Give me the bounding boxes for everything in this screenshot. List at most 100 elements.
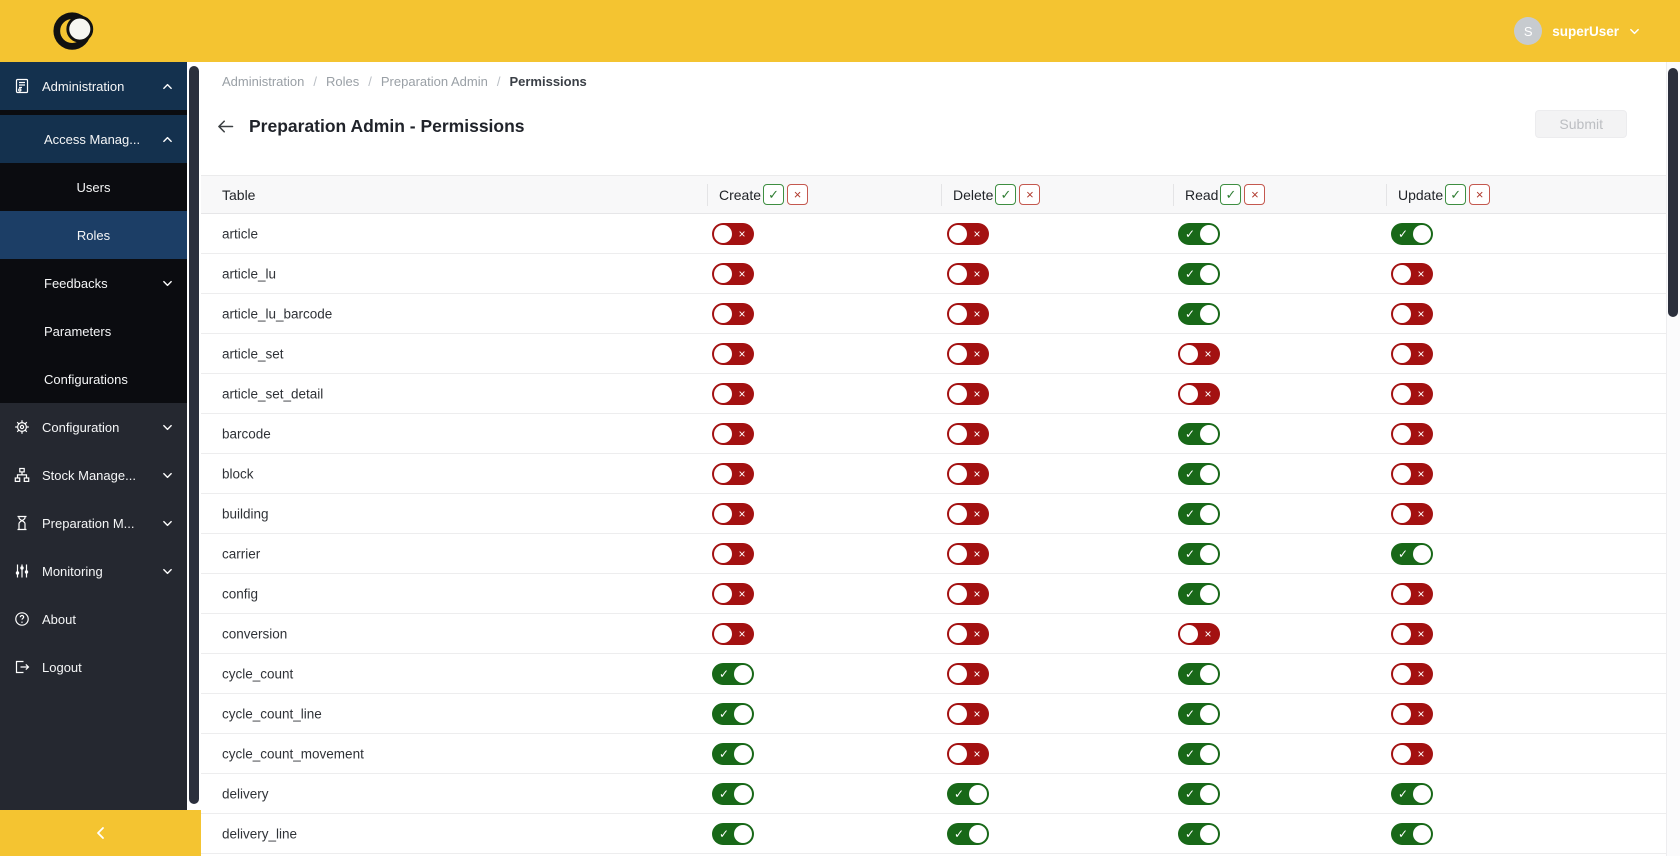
check-all-delete-button[interactable]: ✓ (995, 184, 1017, 205)
toggle-create-article_set[interactable]: × (712, 342, 754, 365)
submit-button[interactable]: Submit (1535, 110, 1627, 138)
toggle-delete-config[interactable]: × (947, 582, 989, 605)
toggle-read-article[interactable]: ✓ (1178, 222, 1220, 245)
sidebar-item-users[interactable]: Users (0, 163, 187, 211)
user-menu[interactable]: S superUser (1514, 17, 1640, 45)
check-all-read-button[interactable]: ✓ (1220, 184, 1242, 205)
toggle-delete-building[interactable]: × (947, 502, 989, 525)
sidebar-item-about[interactable]: About (0, 595, 187, 643)
toggle-delete-article_set_detail[interactable]: × (947, 382, 989, 405)
toggle-read-article_lu_barcode[interactable]: ✓ (1178, 302, 1220, 325)
toggle-update-article_set[interactable]: × (1391, 342, 1433, 365)
check-all-create-button[interactable]: ✓ (763, 184, 785, 205)
toggle-delete-cycle_count[interactable]: × (947, 662, 989, 685)
toggle-update-block[interactable]: × (1391, 462, 1433, 485)
toggle-read-block[interactable]: ✓ (1178, 462, 1220, 485)
sidebar-item-configuration[interactable]: Configuration (0, 403, 187, 451)
toggle-update-cycle_count_line[interactable]: × (1391, 702, 1433, 725)
breadcrumb-administration[interactable]: Administration (222, 74, 305, 89)
sidebar-item-administration[interactable]: Administration (0, 62, 187, 110)
toggle-read-carrier[interactable]: ✓ (1178, 542, 1220, 565)
sidebar-item-parameters[interactable]: Parameters (0, 307, 187, 355)
toggle-knob (1393, 624, 1411, 643)
toggle-update-article_lu[interactable]: × (1391, 262, 1433, 285)
toggle-read-cycle_count[interactable]: ✓ (1178, 662, 1220, 685)
toggle-read-article_set_detail[interactable]: × (1178, 382, 1220, 405)
sidebar-item-roles[interactable]: Roles (0, 211, 187, 259)
toggle-delete-article_lu_barcode[interactable]: × (947, 302, 989, 325)
toggle-create-cycle_count_line[interactable]: ✓ (712, 702, 754, 725)
breadcrumb-roles[interactable]: Roles (326, 74, 360, 89)
toggle-delete-carrier[interactable]: × (947, 542, 989, 565)
uncheck-all-update-button[interactable]: × (1469, 184, 1491, 205)
back-button[interactable] (215, 116, 236, 137)
chevron-down-icon (162, 278, 173, 289)
toggle-create-article_set_detail[interactable]: × (712, 382, 754, 405)
sidebar-scrollbar-thumb[interactable] (189, 66, 199, 804)
toggle-read-config[interactable]: ✓ (1178, 582, 1220, 605)
toggle-update-barcode[interactable]: × (1391, 422, 1433, 445)
toggle-read-delivery_line[interactable]: ✓ (1178, 822, 1220, 845)
toggle-delete-article_set[interactable]: × (947, 342, 989, 365)
toggle-update-cycle_count[interactable]: × (1391, 662, 1433, 685)
toggle-delete-conversion[interactable]: × (947, 622, 989, 645)
toggle-read-cycle_count_line[interactable]: ✓ (1178, 702, 1220, 725)
toggle-create-building[interactable]: × (712, 502, 754, 525)
toggle-update-delivery[interactable]: ✓ (1391, 782, 1433, 805)
page-scrollbar-thumb[interactable] (1668, 68, 1678, 317)
toggle-delete-article_lu[interactable]: × (947, 262, 989, 285)
uncheck-all-create-button[interactable]: × (787, 184, 809, 205)
toggle-delete-article[interactable]: × (947, 222, 989, 245)
toggle-update-carrier[interactable]: ✓ (1391, 542, 1433, 565)
toggle-read-cycle_count_movement[interactable]: ✓ (1178, 742, 1220, 765)
toggle-create-article[interactable]: × (712, 222, 754, 245)
toggle-update-article[interactable]: ✓ (1391, 222, 1433, 245)
toggle-create-delivery[interactable]: ✓ (712, 782, 754, 805)
sidebar-item-preparation-management[interactable]: Preparation M... (0, 499, 187, 547)
toggle-update-config[interactable]: × (1391, 582, 1433, 605)
breadcrumb-preparation-admin[interactable]: Preparation Admin (380, 74, 488, 89)
toggle-update-building[interactable]: × (1391, 502, 1433, 525)
toggle-create-carrier[interactable]: × (712, 542, 754, 565)
sidebar-item-logout[interactable]: Logout (0, 643, 187, 691)
toggle-create-article_lu[interactable]: × (712, 262, 754, 285)
toggle-read-article_set[interactable]: × (1178, 342, 1220, 365)
toggle-read-conversion[interactable]: × (1178, 622, 1220, 645)
toggle-create-conversion[interactable]: × (712, 622, 754, 645)
toggle-delete-delivery_line[interactable]: ✓ (947, 822, 989, 845)
check-all-update-button[interactable]: ✓ (1445, 184, 1467, 205)
sidebar-item-monitoring[interactable]: Monitoring (0, 547, 187, 595)
toggle-create-article_lu_barcode[interactable]: × (712, 302, 754, 325)
toggle-update-article_lu_barcode[interactable]: × (1391, 302, 1433, 325)
toggle-read-barcode[interactable]: ✓ (1178, 422, 1220, 445)
table-row: building × × ✓ × (201, 494, 1666, 534)
toggle-delete-barcode[interactable]: × (947, 422, 989, 445)
toggle-knob (1393, 504, 1411, 523)
toggle-create-cycle_count[interactable]: ✓ (712, 662, 754, 685)
sidebar-item-configurations[interactable]: Configurations (0, 355, 187, 403)
toggle-create-delivery_line[interactable]: ✓ (712, 822, 754, 845)
toggle-delete-cycle_count_movement[interactable]: × (947, 742, 989, 765)
toggle-update-conversion[interactable]: × (1391, 622, 1433, 645)
x-icon: × (1417, 506, 1425, 521)
sidebar-item-feedbacks[interactable]: Feedbacks (0, 259, 187, 307)
toggle-delete-cycle_count_line[interactable]: × (947, 702, 989, 725)
uncheck-all-delete-button[interactable]: × (1019, 184, 1041, 205)
toggle-read-delivery[interactable]: ✓ (1178, 782, 1220, 805)
toggle-read-article_lu[interactable]: ✓ (1178, 262, 1220, 285)
toggle-update-cycle_count_movement[interactable]: × (1391, 742, 1433, 765)
toggle-create-barcode[interactable]: × (712, 422, 754, 445)
sidebar-item-stock-management[interactable]: Stock Manage... (0, 451, 187, 499)
toggle-create-cycle_count_movement[interactable]: ✓ (712, 742, 754, 765)
toggle-create-config[interactable]: × (712, 582, 754, 605)
gear-icon (14, 419, 31, 436)
toggle-read-building[interactable]: ✓ (1178, 502, 1220, 525)
toggle-delete-block[interactable]: × (947, 462, 989, 485)
toggle-update-delivery_line[interactable]: ✓ (1391, 822, 1433, 845)
sidebar-collapse-button[interactable] (0, 810, 201, 856)
toggle-create-block[interactable]: × (712, 462, 754, 485)
toggle-update-article_set_detail[interactable]: × (1391, 382, 1433, 405)
uncheck-all-read-button[interactable]: × (1244, 184, 1266, 205)
sidebar-item-access-management[interactable]: Access Manag... (0, 115, 187, 163)
toggle-delete-delivery[interactable]: ✓ (947, 782, 989, 805)
